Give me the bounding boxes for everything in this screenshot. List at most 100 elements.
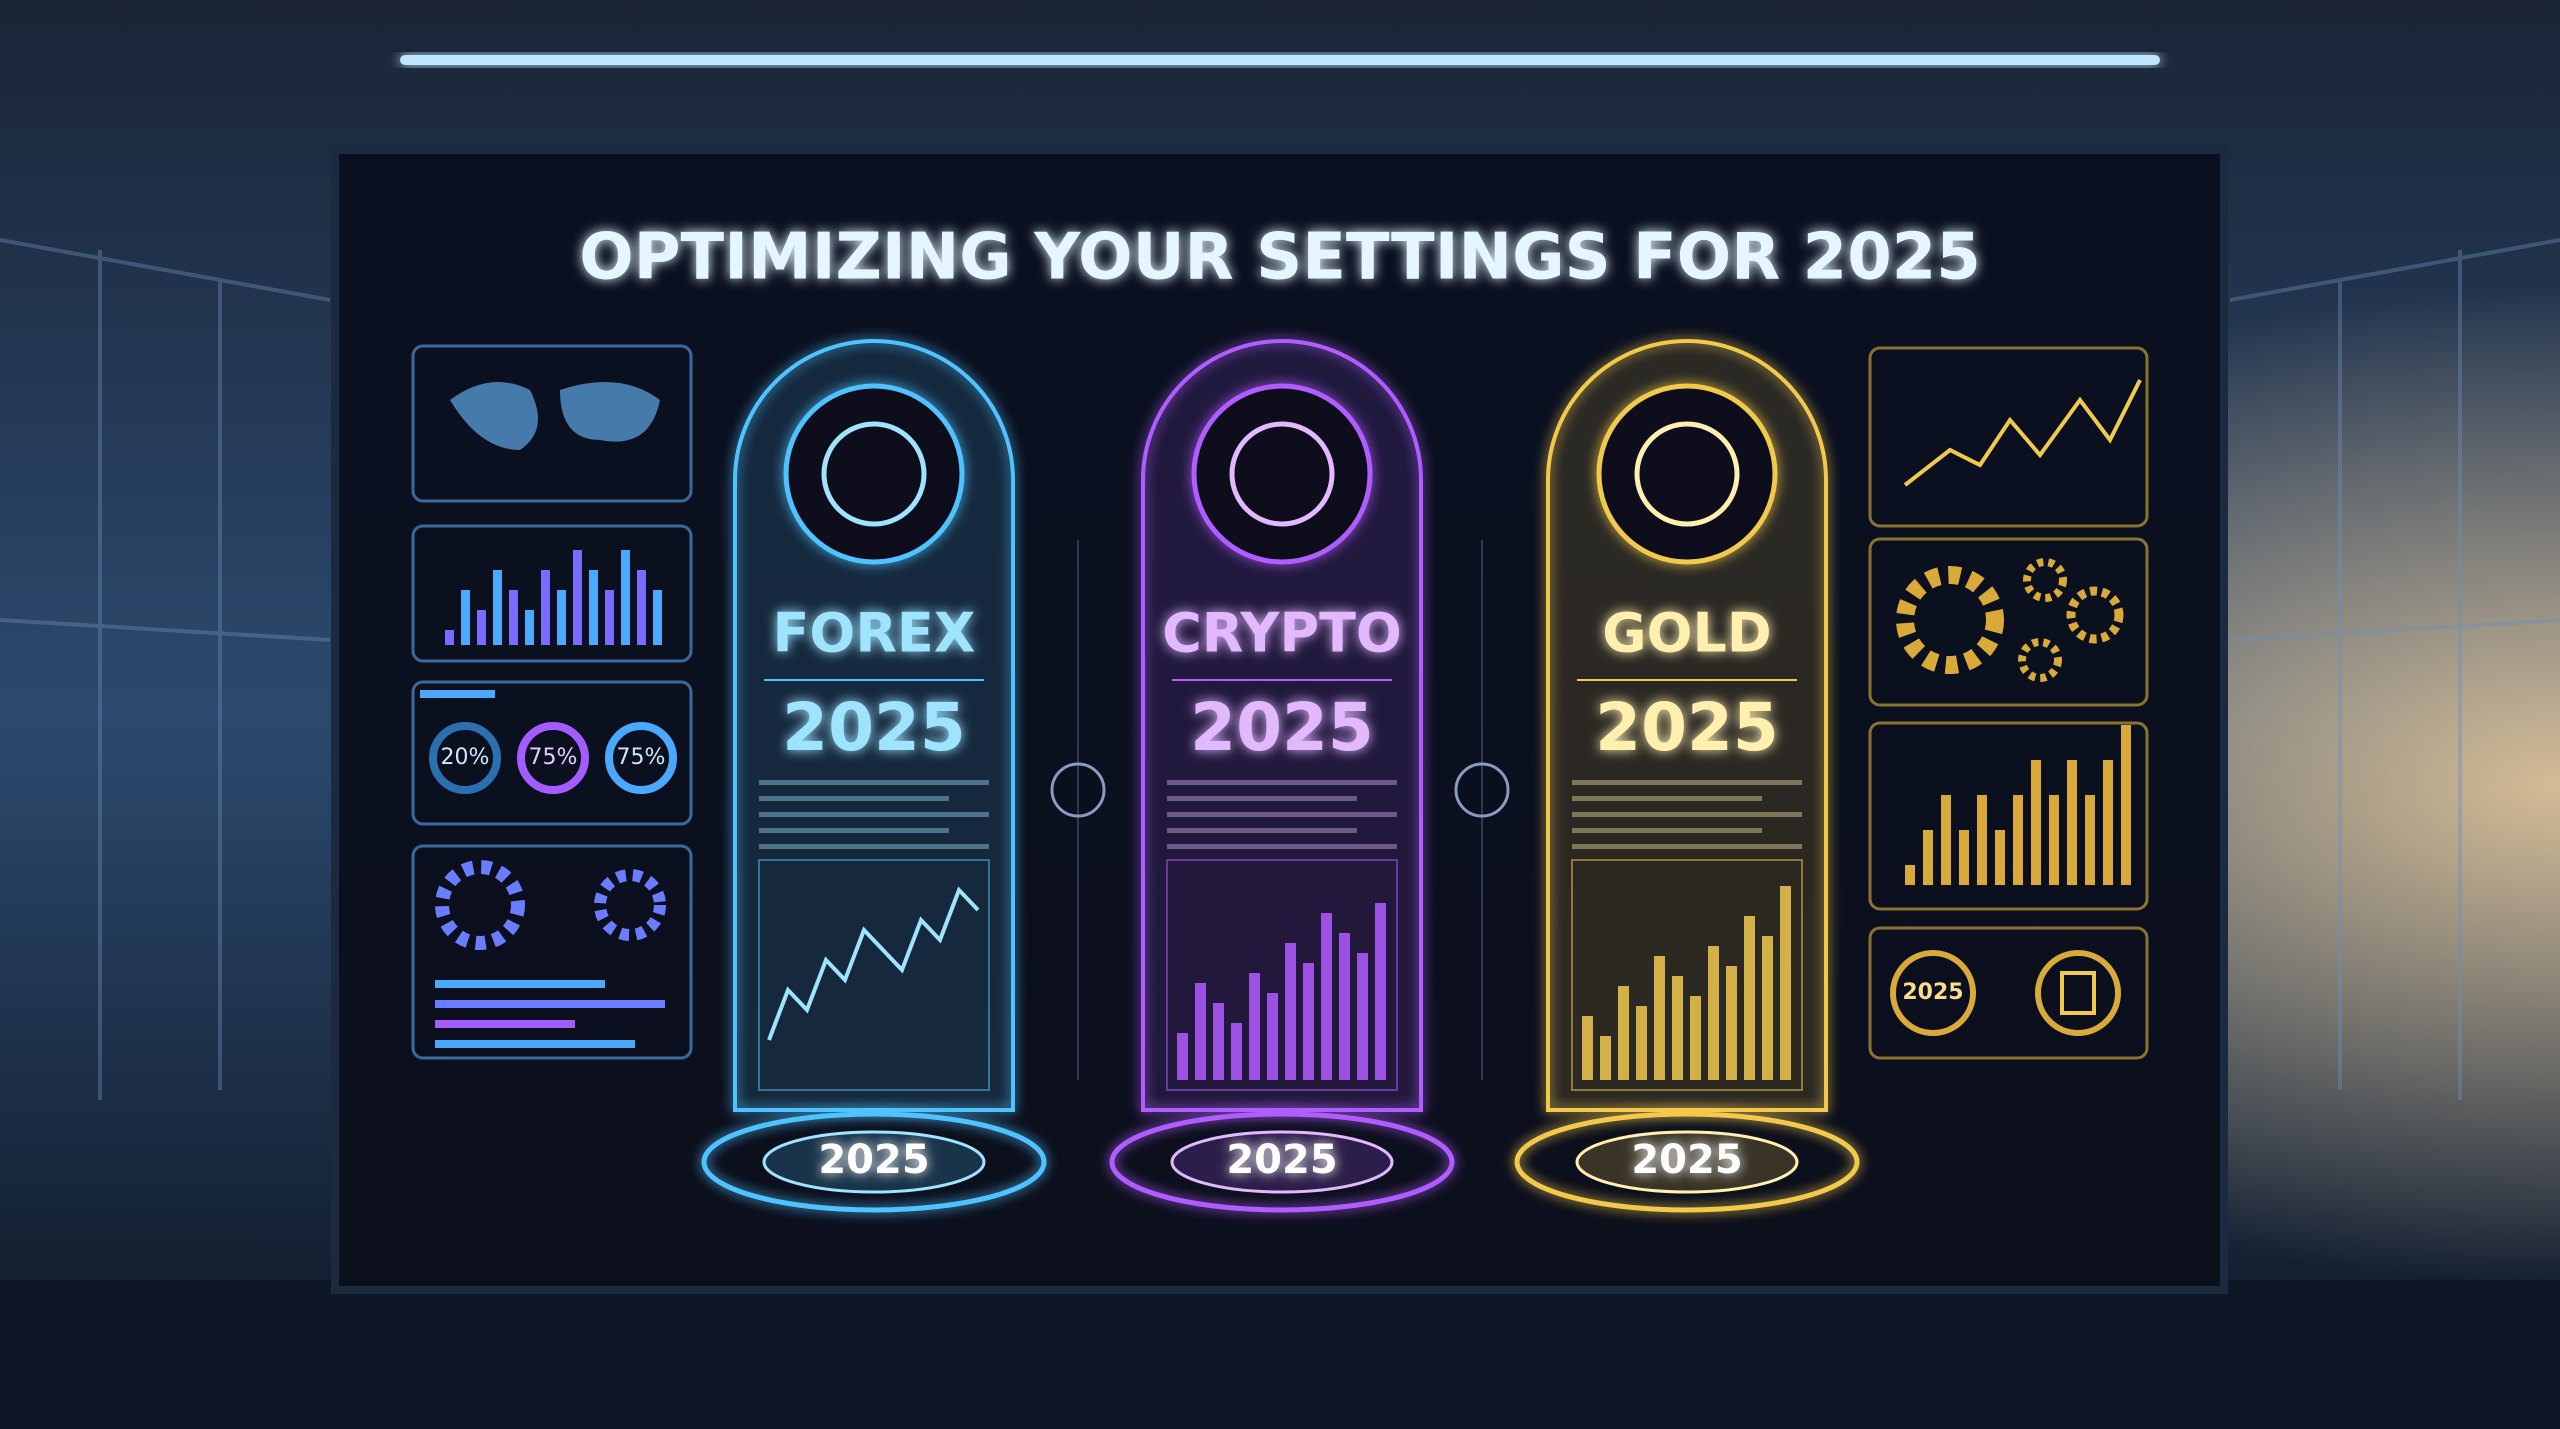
decor-line xyxy=(767,886,980,1041)
decor-circle xyxy=(594,869,666,941)
market-panel: GOLD 2025 2025 xyxy=(1514,339,1860,1213)
decor-bar xyxy=(2049,795,2059,885)
panel-frame xyxy=(1546,339,1828,1112)
decor-circle xyxy=(2018,638,2062,682)
decor-bar xyxy=(1780,886,1791,1080)
decor-bar xyxy=(1195,983,1206,1080)
decor-circle xyxy=(435,860,525,950)
decor-bar xyxy=(1267,993,1278,1080)
decor-bar xyxy=(2085,795,2095,885)
text-line xyxy=(1572,780,1802,785)
decor-rect xyxy=(435,1020,575,1028)
panel-frame xyxy=(1141,339,1423,1112)
decor-bar xyxy=(1339,933,1350,1080)
gauge-label: 75% xyxy=(529,745,578,770)
decor-bar xyxy=(1213,1003,1224,1080)
decor-circle xyxy=(1890,950,1976,1036)
decor-bar xyxy=(621,550,630,645)
panel-label: CRYPTO xyxy=(1162,602,1402,665)
decor-bar xyxy=(1977,795,1987,885)
base-label: 2025 xyxy=(1226,1137,1337,1183)
decor-bar xyxy=(557,590,566,645)
decor-bar xyxy=(1708,946,1719,1080)
decor-rect xyxy=(411,524,693,663)
chart-box xyxy=(1571,859,1803,1091)
badge-label: 2025 xyxy=(1902,980,1963,1005)
decor-rect xyxy=(435,980,605,988)
icon xyxy=(1634,421,1740,527)
decor-bar xyxy=(1375,903,1386,1080)
decor-bar xyxy=(1177,1033,1188,1080)
decor-bar xyxy=(541,570,550,645)
text-line xyxy=(759,812,989,817)
decor-path xyxy=(0,238,2560,1100)
decor-bar xyxy=(1995,830,2005,885)
chart-box xyxy=(758,859,990,1091)
decor-bar xyxy=(2067,760,2077,885)
decor-circle xyxy=(605,722,677,794)
market-panel: FOREX 2025 2025 xyxy=(701,339,1047,1213)
decor-bar xyxy=(1249,973,1260,1080)
decor-rect xyxy=(420,690,495,698)
gauge-label: 20% xyxy=(441,745,490,770)
text-line xyxy=(1167,780,1397,785)
decor-circle xyxy=(1896,566,2004,674)
decor-bar xyxy=(1582,1016,1593,1080)
decor-bar xyxy=(1303,963,1314,1080)
decor-bar xyxy=(525,610,534,645)
decor-bar xyxy=(605,590,614,645)
icon-ring xyxy=(783,383,965,565)
decor-bar xyxy=(1654,956,1665,1080)
decor-bar xyxy=(2121,725,2131,885)
text-line xyxy=(1167,796,1357,801)
decor-circle xyxy=(429,722,501,794)
decor-rect xyxy=(1868,721,2149,911)
decor-g xyxy=(445,550,662,645)
panels: FOREX 2025 2025 CRYPTO 2025 2025 GOLD 2025 2025 xyxy=(701,339,1860,1213)
decor-g xyxy=(1905,725,2131,885)
decor-bar xyxy=(1959,830,1969,885)
icon xyxy=(1229,421,1335,527)
connector xyxy=(1050,762,1106,818)
text-line xyxy=(759,780,989,785)
decor-rect xyxy=(435,1040,635,1048)
decor-bar xyxy=(653,590,662,645)
base-ring xyxy=(1575,1130,1799,1194)
decor-rect xyxy=(411,680,693,826)
decor-bar xyxy=(1923,830,1933,885)
decor-bar xyxy=(1690,996,1701,1080)
icon xyxy=(821,421,927,527)
decor-bar xyxy=(1762,936,1773,1080)
gauge-label: 75% xyxy=(617,745,666,770)
decor-bar xyxy=(1941,795,1951,885)
decor-bar xyxy=(445,630,454,645)
decor-bar xyxy=(637,570,646,645)
text-line xyxy=(1572,812,1802,817)
panel-year: 2025 xyxy=(782,689,966,766)
icon-ring xyxy=(1191,383,1373,565)
decor-bar xyxy=(2031,760,2041,885)
decor-rect xyxy=(1868,346,2149,528)
decor-bar xyxy=(2103,760,2113,885)
decor-rect xyxy=(435,1000,665,1008)
base-ring xyxy=(1514,1111,1860,1213)
decor-bar xyxy=(1321,913,1332,1080)
base-ring xyxy=(1109,1111,1455,1213)
panel-frame xyxy=(733,339,1015,1112)
decor-bar xyxy=(1672,976,1683,1080)
panel-year: 2025 xyxy=(1190,689,1374,766)
decor-bar xyxy=(1744,916,1755,1080)
base-label: 2025 xyxy=(818,1137,929,1183)
decor-bar xyxy=(1357,953,1368,1080)
text-line xyxy=(1167,812,1397,817)
right-sidebar xyxy=(1868,346,2149,1060)
text-line xyxy=(1572,796,1762,801)
decor-bar xyxy=(1231,1023,1242,1080)
panel-year: 2025 xyxy=(1595,689,1779,766)
text-line xyxy=(1572,828,1762,833)
decor-bar xyxy=(1905,865,1915,885)
decor-bar xyxy=(1618,986,1629,1080)
decor-circle xyxy=(2035,950,2121,1036)
